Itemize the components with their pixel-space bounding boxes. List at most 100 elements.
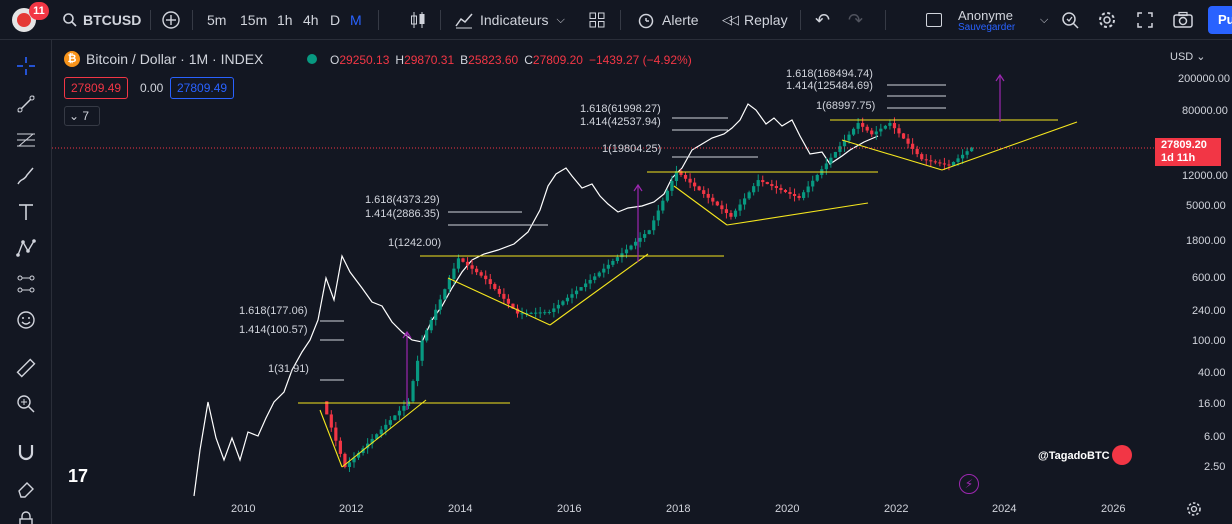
trendline-tool[interactable] <box>12 90 40 118</box>
brush-tool[interactable] <box>12 162 40 190</box>
smiley-icon <box>17 311 35 329</box>
candle-body <box>720 205 724 210</box>
candle-body <box>847 134 851 141</box>
candle-body <box>370 438 374 444</box>
notification-badge[interactable]: 11 <box>29 2 49 20</box>
timeframe-1h[interactable]: 1h <box>277 12 293 28</box>
timeframe-15m[interactable]: 15m <box>240 12 268 28</box>
symbol-title[interactable]: Bitcoin / Dollar · 1M · INDEX <box>86 51 264 67</box>
fib-label: 1.618(61998.27) <box>580 103 661 115</box>
buy-price-button[interactable]: 27809.49 <box>170 77 235 99</box>
currency-label: USD <box>1170 51 1194 63</box>
current-price-badge: 27809.20 1d 11h <box>1155 138 1221 166</box>
crosshair-tool[interactable] <box>12 52 40 80</box>
candle-body <box>611 260 615 265</box>
candle-body <box>406 401 411 406</box>
quick-search-button[interactable] <box>1060 6 1080 34</box>
candle-body <box>815 174 819 181</box>
candle-body <box>434 309 438 321</box>
candle-body <box>788 192 792 195</box>
layout-button[interactable] <box>588 6 606 34</box>
candle-body <box>620 253 624 258</box>
candle-body <box>742 198 747 205</box>
prediction-tool[interactable] <box>12 270 40 298</box>
divider <box>192 10 193 30</box>
candle-body <box>915 148 919 155</box>
fullscreen-icon <box>1137 12 1153 28</box>
tradingview-logo[interactable]: 17 <box>68 466 89 486</box>
timeframe-m[interactable]: M <box>350 12 362 28</box>
timeframe-d[interactable]: D <box>330 12 341 28</box>
drawing-toolbar <box>0 40 52 524</box>
fib-levels <box>320 84 946 381</box>
candle-body <box>906 138 910 144</box>
candle-body <box>538 312 542 314</box>
eraser-tool[interactable] <box>12 474 40 502</box>
lock-tool[interactable] <box>12 506 40 524</box>
compare-button[interactable] <box>161 6 181 34</box>
eraser-icon <box>18 482 34 498</box>
chart-type-button[interactable] <box>408 6 428 34</box>
market-open-dot <box>307 54 317 64</box>
timeframe-4h[interactable]: 4h <box>303 12 319 28</box>
candle-body <box>529 312 533 314</box>
text-tool[interactable] <box>12 198 40 226</box>
chart-pane[interactable]: ₿ Bitcoin / Dollar · 1M · INDEX O29250.1… <box>52 40 1232 524</box>
timeframe-5m[interactable]: 5m <box>207 12 227 28</box>
redo-button[interactable]: ↷ <box>848 6 863 34</box>
candle-body <box>602 268 606 273</box>
price-tick: 1800.00 <box>1186 235 1226 247</box>
candle-body <box>779 188 783 191</box>
save-layout-button[interactable] <box>926 6 942 34</box>
snapshot-button[interactable] <box>1172 6 1194 34</box>
candle-body <box>756 180 760 187</box>
chevron-down-icon: ⌄ <box>69 109 80 123</box>
undo-button[interactable]: ↶ <box>815 6 830 34</box>
candle-body <box>761 180 765 183</box>
price-plot[interactable] <box>52 40 1232 524</box>
low-label: B <box>460 53 469 67</box>
candle-body <box>456 258 461 269</box>
candle-body <box>702 190 706 194</box>
symbol-search[interactable]: BTCUSD <box>62 6 141 34</box>
indicators-toggle[interactable]: ⌄ 7 <box>64 106 100 126</box>
publish-button[interactable]: Pu <box>1208 6 1232 34</box>
redo-icon: ↷ <box>848 9 864 30</box>
candle-body <box>334 427 338 441</box>
save-link[interactable]: Sauvegarder <box>958 22 1016 33</box>
currency-selector[interactable]: USD ⌄ <box>1170 50 1206 63</box>
open-label: O <box>330 53 340 67</box>
candle-body <box>524 313 529 315</box>
forecast-icon <box>17 275 35 293</box>
icon-tool[interactable] <box>12 306 40 334</box>
fullscreen-button[interactable] <box>1136 6 1154 34</box>
candle-body <box>633 241 638 246</box>
candle-body <box>579 287 583 291</box>
candle-body <box>547 311 551 313</box>
layout-name[interactable]: Anonyme <box>958 8 1013 23</box>
layout-menu-chevron[interactable]: ⌵ <box>1040 6 1048 34</box>
candle-body <box>588 279 592 284</box>
sell-price-button[interactable]: 27809.49 <box>64 77 129 99</box>
fib-label: 1.618(168494.74) <box>786 68 873 80</box>
candle-body <box>802 192 806 198</box>
rewind-icon: ◁◁ <box>722 12 739 27</box>
magnet-tool[interactable] <box>12 438 40 466</box>
settings-button[interactable] <box>1097 6 1117 34</box>
candle-body <box>615 257 620 261</box>
divider <box>440 10 441 30</box>
indicators-button[interactable]: Indicateurs ⌵ <box>454 6 565 34</box>
pattern-tool[interactable] <box>12 234 40 262</box>
zoom-tool[interactable] <box>12 390 40 418</box>
candle-body <box>624 249 629 254</box>
flash-icon[interactable]: ⚡ <box>959 474 979 494</box>
fib-tool[interactable] <box>12 126 40 154</box>
measure-tool[interactable] <box>12 354 40 382</box>
close-label: C <box>524 53 533 67</box>
candle-body <box>452 268 456 279</box>
trendlines <box>298 119 1078 468</box>
alert-button[interactable]: Alerte <box>636 6 699 34</box>
chart-settings-icon[interactable] <box>1186 501 1202 517</box>
replay-button[interactable]: ◁◁ Replay <box>722 6 788 34</box>
candle-body <box>920 154 924 160</box>
